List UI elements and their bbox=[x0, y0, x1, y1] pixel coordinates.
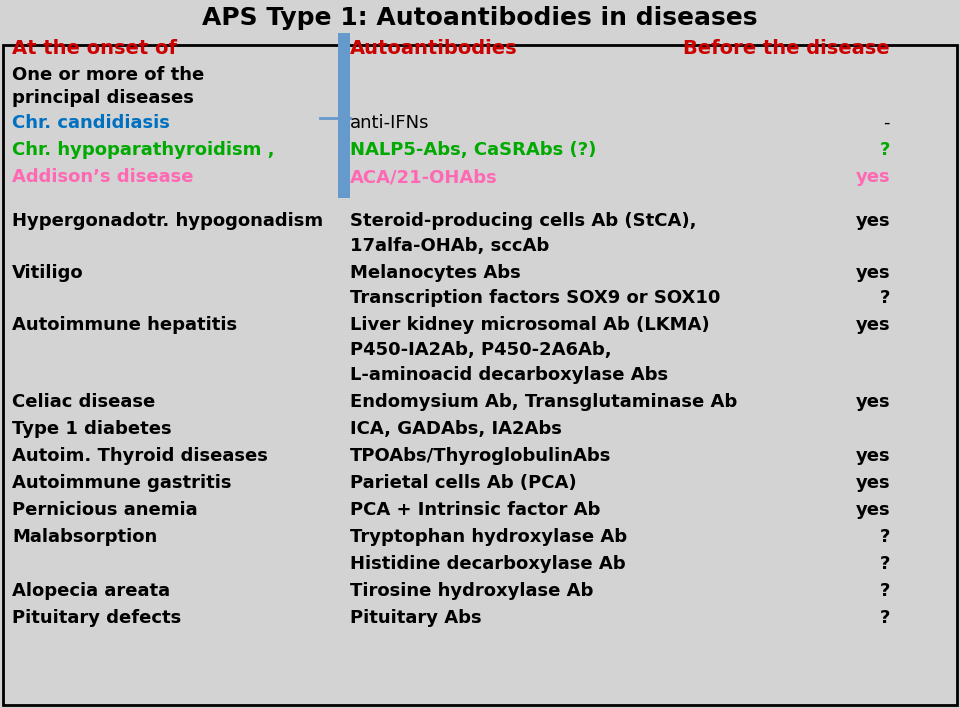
Text: yes: yes bbox=[855, 168, 890, 186]
Text: yes: yes bbox=[855, 316, 890, 334]
Text: ?: ? bbox=[879, 141, 890, 159]
Text: -: - bbox=[883, 114, 890, 132]
Text: Pituitary Abs: Pituitary Abs bbox=[350, 609, 482, 627]
Text: Addison’s disease: Addison’s disease bbox=[12, 168, 194, 186]
Text: Endomysium Ab, Transglutaminase Ab: Endomysium Ab, Transglutaminase Ab bbox=[350, 393, 737, 411]
Text: Autoim. Thyroid diseases: Autoim. Thyroid diseases bbox=[12, 447, 268, 465]
Text: Malabsorption: Malabsorption bbox=[12, 528, 157, 546]
Text: P450-IA2Ab, P450-2A6Ab,: P450-IA2Ab, P450-2A6Ab, bbox=[350, 341, 612, 359]
Text: L-aminoacid decarboxylase Abs: L-aminoacid decarboxylase Abs bbox=[350, 366, 668, 384]
Text: yes: yes bbox=[855, 264, 890, 282]
Text: Hypergonadotr. hypogonadism: Hypergonadotr. hypogonadism bbox=[12, 212, 324, 230]
Text: Tryptophan hydroxylase Ab: Tryptophan hydroxylase Ab bbox=[350, 528, 627, 546]
Text: Alopecia areata: Alopecia areata bbox=[12, 582, 170, 600]
Text: Pernicious anemia: Pernicious anemia bbox=[12, 501, 198, 519]
Text: 17alfa-OHAb, sccAb: 17alfa-OHAb, sccAb bbox=[350, 237, 549, 255]
Text: Autoimmune hepatitis: Autoimmune hepatitis bbox=[12, 316, 237, 334]
Text: Transcription factors SOX9 or SOX10: Transcription factors SOX9 or SOX10 bbox=[350, 289, 720, 307]
Text: APS Type 1: Autoantibodies in diseases: APS Type 1: Autoantibodies in diseases bbox=[203, 6, 757, 30]
Text: PCA + Intrinsic factor Ab: PCA + Intrinsic factor Ab bbox=[350, 501, 600, 519]
Text: TPOAbs/ThyroglobulinAbs: TPOAbs/ThyroglobulinAbs bbox=[350, 447, 612, 465]
Text: ?: ? bbox=[879, 555, 890, 573]
Text: yes: yes bbox=[855, 393, 890, 411]
Text: ?: ? bbox=[879, 609, 890, 627]
Text: Celiac disease: Celiac disease bbox=[12, 393, 156, 411]
Text: anti-IFNs: anti-IFNs bbox=[350, 114, 429, 132]
Text: yes: yes bbox=[855, 474, 890, 492]
Text: yes: yes bbox=[855, 212, 890, 230]
Text: ?: ? bbox=[879, 528, 890, 546]
Text: Autoantibodies: Autoantibodies bbox=[350, 38, 517, 57]
Text: At the onset of: At the onset of bbox=[12, 38, 177, 57]
Text: Autoimmune gastritis: Autoimmune gastritis bbox=[12, 474, 231, 492]
Text: Liver kidney microsomal Ab (LKMA): Liver kidney microsomal Ab (LKMA) bbox=[350, 316, 709, 334]
Text: Before the disease: Before the disease bbox=[684, 38, 890, 57]
Text: ?: ? bbox=[879, 289, 890, 307]
Text: Histidine decarboxylase Ab: Histidine decarboxylase Ab bbox=[350, 555, 626, 573]
Text: ICA, GADAbs, IA2Abs: ICA, GADAbs, IA2Abs bbox=[350, 420, 562, 438]
Text: yes: yes bbox=[855, 501, 890, 519]
Bar bbox=[338, 33, 350, 198]
Text: Chr. candidiasis: Chr. candidiasis bbox=[12, 114, 170, 132]
Text: Pituitary defects: Pituitary defects bbox=[12, 609, 181, 627]
Text: NALP5-Abs, CaSRAbs (?): NALP5-Abs, CaSRAbs (?) bbox=[350, 141, 596, 159]
Text: ?: ? bbox=[879, 582, 890, 600]
Text: One or more of the: One or more of the bbox=[12, 66, 204, 84]
Text: yes: yes bbox=[855, 447, 890, 465]
Text: ACA/21-OHAbs: ACA/21-OHAbs bbox=[350, 168, 497, 186]
Text: Melanocytes Abs: Melanocytes Abs bbox=[350, 264, 520, 282]
Text: Tirosine hydroxylase Ab: Tirosine hydroxylase Ab bbox=[350, 582, 593, 600]
Text: Steroid-producing cells Ab (StCA),: Steroid-producing cells Ab (StCA), bbox=[350, 212, 697, 230]
Text: Parietal cells Ab (PCA): Parietal cells Ab (PCA) bbox=[350, 474, 577, 492]
Text: Chr. hypoparathyroidism ,: Chr. hypoparathyroidism , bbox=[12, 141, 275, 159]
Text: Type 1 diabetes: Type 1 diabetes bbox=[12, 420, 172, 438]
Text: Vitiligo: Vitiligo bbox=[12, 264, 84, 282]
Text: principal diseases: principal diseases bbox=[12, 89, 194, 107]
